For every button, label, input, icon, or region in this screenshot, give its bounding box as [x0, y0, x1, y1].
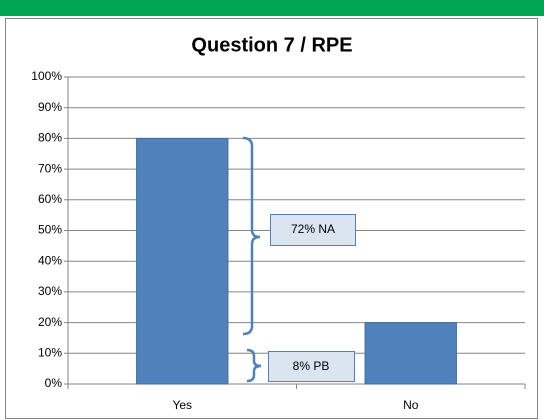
annotation-box [270, 214, 356, 246]
x-tick-label: No [403, 398, 419, 412]
y-tick-label: 30% [38, 284, 62, 298]
plot: 0% 10% 20% 30% 40% 50% 60% 70% 80% 90% 100% Yes No [31, 69, 526, 412]
annotation: 8% PB [293, 359, 330, 373]
bar [136, 137, 229, 385]
bracket [246, 348, 262, 383]
bracket [242, 136, 261, 336]
y-tick-label: 80% [38, 131, 62, 145]
y-tick-label: 20% [38, 315, 62, 329]
y-tick-label: 10% [38, 345, 62, 359]
chart-title: Question 7 / RPE [191, 34, 352, 56]
y-tick-label: 60% [38, 192, 62, 206]
header-strip [0, 0, 544, 16]
y-tick-label: 100% [31, 69, 62, 83]
y-tick-label: 0% [45, 376, 63, 390]
bar [364, 322, 457, 385]
y-tick-label: 90% [38, 100, 62, 114]
y-tick-label: 50% [38, 223, 62, 237]
annotation-box [268, 351, 355, 382]
y-tick-label: 70% [38, 161, 62, 175]
annotation: 72% NA [291, 222, 335, 236]
y-tick-label: 40% [38, 253, 62, 267]
x-tick-label: Yes [172, 398, 192, 412]
